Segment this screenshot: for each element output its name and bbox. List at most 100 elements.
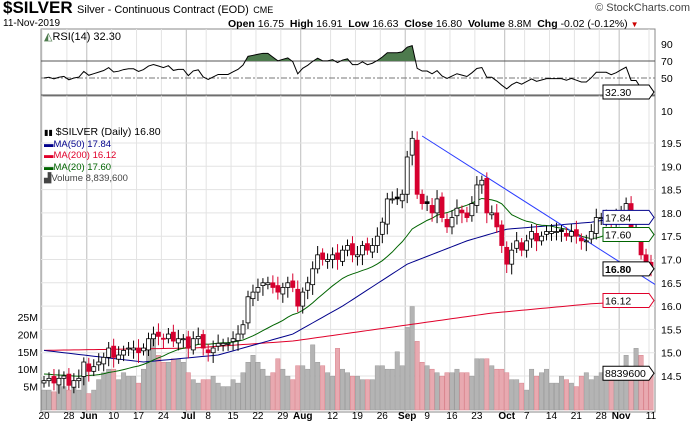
x-tick-label: Oct xyxy=(498,411,515,421)
volume-bar xyxy=(215,382,221,411)
volume-bar xyxy=(275,358,281,411)
x-tick-label: 10 xyxy=(108,411,120,421)
candle-body xyxy=(374,235,380,246)
volume-tick-label: 5M xyxy=(23,382,38,394)
volume-bar xyxy=(384,368,390,411)
volume-bar xyxy=(369,379,375,411)
instrument-name: Silver - Continuous Contract (EOD) xyxy=(77,4,249,16)
candle-body xyxy=(573,229,579,237)
ma20-last-value: 17.60 xyxy=(605,230,631,242)
candle-icon: ▮▮ xyxy=(44,128,53,137)
candle-body xyxy=(504,246,510,265)
x-tick-label: 14 xyxy=(546,411,558,421)
candle-body xyxy=(345,245,350,251)
volume-bar xyxy=(429,368,435,411)
price-tick-label: 10 xyxy=(661,106,673,118)
candle-body xyxy=(315,254,321,270)
price-tick-label: 18.5 xyxy=(661,185,682,197)
volume-bar xyxy=(464,372,470,411)
volume-bar xyxy=(66,389,72,411)
candle-body xyxy=(116,354,122,360)
x-tick-label: 16 xyxy=(446,411,458,421)
candle-body xyxy=(161,337,166,340)
volume-bar xyxy=(175,358,181,411)
volume-bar xyxy=(330,375,336,411)
price-tick-label: 16.5 xyxy=(661,278,682,290)
volume-bar xyxy=(524,389,530,411)
volume-bar xyxy=(61,386,67,411)
volume-bar xyxy=(544,368,549,411)
candle-body xyxy=(564,233,569,237)
candle-body xyxy=(220,342,226,346)
volume-bar xyxy=(623,355,629,411)
volume-bar xyxy=(210,375,216,411)
volume-bar xyxy=(345,372,350,411)
candle-body xyxy=(230,338,236,342)
volume-bar xyxy=(568,382,574,411)
volume-bar xyxy=(374,365,380,411)
candle-body xyxy=(280,287,286,295)
candle-body xyxy=(369,245,375,253)
volume-bar xyxy=(539,372,544,411)
candle-body xyxy=(325,259,330,262)
candle-body xyxy=(394,196,400,200)
candle-body xyxy=(250,291,256,300)
volume-bar xyxy=(310,344,316,411)
ma200-line xyxy=(43,300,652,351)
candle-body xyxy=(588,231,594,240)
candle-body xyxy=(305,282,311,291)
volume-bar xyxy=(160,361,166,411)
candle-body xyxy=(583,240,589,243)
price-tick-label: 15.0 xyxy=(661,348,682,360)
ma50-last-value: 17.84 xyxy=(605,212,631,224)
volume-bar xyxy=(255,361,261,411)
ma20-last-value-tag xyxy=(602,227,655,243)
volume-bar xyxy=(325,372,331,411)
candle-body xyxy=(360,245,365,256)
volume-bar xyxy=(359,379,365,411)
candle-body xyxy=(399,193,405,202)
candle-body xyxy=(350,243,355,256)
volume-bar xyxy=(494,368,500,411)
rsi-icon: ◭ xyxy=(44,31,53,43)
volume-bar xyxy=(364,379,370,411)
candle-body xyxy=(76,377,82,382)
volume-tick-label: 20M xyxy=(18,329,38,341)
volume-bar xyxy=(141,368,146,411)
volume-bar xyxy=(245,361,251,411)
candle-body xyxy=(101,356,107,365)
volume-bar xyxy=(414,341,420,411)
candle-body xyxy=(180,338,186,341)
candle-body xyxy=(275,285,281,293)
close-last-value-tag xyxy=(602,261,655,277)
candle-body xyxy=(534,233,539,242)
candle-body xyxy=(529,231,534,240)
volume-bar xyxy=(350,375,355,411)
low-value: 16.63 xyxy=(372,18,399,30)
volume-bar xyxy=(185,372,191,411)
volume-bar xyxy=(459,372,465,411)
candle-body xyxy=(404,156,410,195)
candle-body xyxy=(111,345,117,358)
volume-bar xyxy=(583,372,589,411)
price-panel xyxy=(40,95,656,413)
candle-body xyxy=(185,336,191,349)
x-tick-label: 8 xyxy=(205,411,211,421)
volume-bar xyxy=(474,358,480,411)
x-tick-label: Jul xyxy=(181,411,196,421)
volume-bar xyxy=(136,382,141,411)
volume-bar xyxy=(340,368,345,411)
candle-body xyxy=(290,280,296,288)
candle-body xyxy=(355,254,360,258)
volume-bar xyxy=(504,372,510,411)
candle-body xyxy=(235,333,241,341)
price-tick-label: 14.5 xyxy=(661,371,682,383)
x-tick-label: Sep xyxy=(398,411,416,421)
volume-bar xyxy=(588,379,594,411)
x-tick-label: 22 xyxy=(252,411,264,421)
volume-bar xyxy=(509,379,515,411)
volume-bar xyxy=(638,355,644,411)
volume-bar xyxy=(563,379,569,411)
volume-bar xyxy=(573,386,579,411)
candle-body xyxy=(56,377,62,386)
